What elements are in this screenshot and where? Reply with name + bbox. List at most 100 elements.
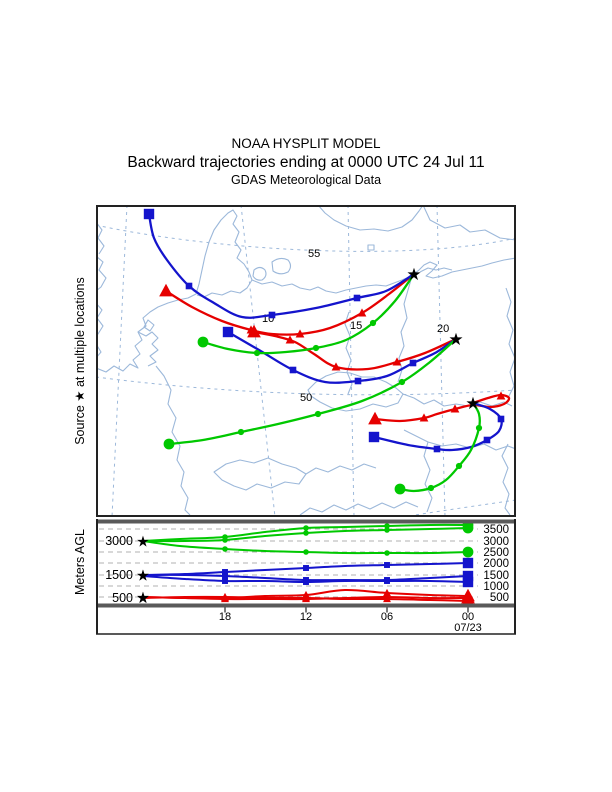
x-axis-label: 06 — [381, 611, 393, 623]
trajectory-marker-square — [303, 579, 309, 585]
height-profile-panel: ★★★★★ 3000150050035003000250020001500100… — [96, 519, 516, 635]
profile-left-label: 500 — [112, 591, 133, 605]
trajectory-marker-square — [384, 562, 390, 568]
trajectory-marker-square — [368, 431, 380, 443]
map-trajectories — [143, 208, 511, 495]
trajectory-marker-circle — [455, 462, 463, 470]
source-star-icon: ★ — [136, 567, 149, 584]
trajectory-marker-circle — [475, 424, 483, 432]
trajectory-marker-triangle — [247, 324, 261, 338]
trajectory-marker-triangle — [302, 593, 310, 602]
trajectory-marker-square — [354, 377, 362, 385]
x-axis-date-label: 07/23 — [454, 622, 482, 634]
map-trajectory-source3-1500m — [372, 401, 503, 452]
trajectory-marker-circle — [163, 438, 175, 450]
trajectory-marker-circle — [314, 410, 322, 418]
profile-right-label: 2500 — [483, 547, 509, 559]
map-source-stars: ★ ★ ★ — [406, 265, 480, 413]
trajectory-marker-circle — [398, 378, 406, 386]
trajectory-marker-square — [303, 565, 309, 571]
trajectory-marker-triangle — [285, 335, 295, 344]
profile-source-stars: ★★★★★ — [136, 533, 149, 607]
profile-right-label: 2000 — [483, 558, 509, 570]
profile-left-label: 3000 — [105, 534, 133, 548]
trajectory-marker-square — [384, 578, 390, 584]
title-line-1: NOAA HYSPLIT MODEL — [231, 136, 381, 151]
trajectory-marker-square — [222, 573, 228, 579]
map-grid-label: 15 — [350, 320, 362, 332]
trajectory-marker-triangle — [383, 594, 391, 603]
profile-right-label: 1000 — [483, 581, 509, 593]
map-trajectory-source2-500m — [252, 330, 458, 371]
trajectory-marker-circle — [303, 525, 309, 531]
trajectory-marker-square — [143, 208, 155, 220]
trajectory-marker-square — [289, 366, 297, 374]
map-trajectory-source2-1500m — [226, 330, 458, 384]
title-line-3: GDAS Meteorological Data — [231, 173, 381, 187]
trajectory-marker-triangle — [357, 308, 367, 317]
trajectory-marker-square — [353, 294, 361, 302]
trajectory-marker-triangle — [383, 588, 391, 597]
trajectory-marker-square — [462, 557, 474, 569]
trajectory-marker-triangle — [496, 391, 506, 400]
trajectory-marker-circle — [253, 349, 261, 357]
trajectory-marker-triangle — [450, 404, 460, 413]
profile-trajectories — [142, 520, 475, 607]
trajectory-marker-triangle — [461, 593, 475, 607]
trajectory-marker-triangle — [295, 329, 305, 338]
trajectory-marker-circle — [462, 522, 474, 534]
source-star-icon: ★ — [136, 589, 149, 606]
x-axis-label: 00 — [462, 611, 474, 623]
trajectory-marker-circle — [369, 319, 377, 327]
map-grid-label: 20 — [437, 323, 449, 335]
trajectory-marker-triangle — [368, 411, 382, 425]
map-graticule — [97, 206, 515, 516]
trajectory-marker-circle — [384, 550, 390, 556]
trajectory-marker-circle — [222, 537, 228, 543]
trajectory-marker-circle — [384, 527, 390, 533]
trajectory-marker-circle — [303, 549, 309, 555]
profile-right-label: 500 — [490, 592, 509, 604]
profile-labels: 3000150050035003000250020001500100050018… — [105, 524, 509, 634]
trajectory-marker-square — [268, 311, 276, 319]
source-star-icon: ★ — [448, 330, 463, 349]
trajectory-marker-triangle — [419, 413, 429, 422]
profile-gridlines — [99, 528, 478, 598]
map-frame — [96, 205, 516, 517]
trajectory-marker-circle — [197, 336, 209, 348]
trajectory-marker-square — [433, 445, 441, 453]
trajectory-marker-triangle — [331, 362, 341, 371]
trajectory-marker-square — [222, 326, 234, 338]
trajectory-marker-circle — [394, 483, 406, 495]
trajectory-marker-square — [222, 569, 228, 575]
trajectory-marker-square — [483, 436, 491, 444]
map-grid-label: 55 — [308, 248, 320, 260]
trajectory-marker-triangle — [392, 357, 402, 366]
trajectory-marker-circle — [237, 428, 245, 436]
profile-left-label: 1500 — [105, 568, 133, 582]
trajectory-marker-circle — [303, 530, 309, 536]
profile-right-label: 1500 — [483, 570, 509, 582]
source-star-icon: ★ — [136, 567, 149, 584]
trajectory-marker-triangle — [221, 592, 229, 601]
map-coastlines — [97, 206, 515, 516]
trajectory-marker-circle — [427, 484, 435, 492]
trajectory-marker-circle — [222, 546, 228, 552]
source-star-icon: ★ — [136, 590, 149, 607]
trajectory-marker-triangle — [159, 283, 173, 297]
profile-right-label: 3500 — [483, 524, 509, 536]
x-axis-label: 18 — [219, 611, 231, 623]
map-source-axis-label: Source ★ at multiple locations — [73, 277, 87, 445]
source-star-icon: ★ — [136, 533, 149, 550]
trajectory-marker-square — [462, 570, 474, 582]
title-line-2: Backward trajectories ending at 0000 UTC… — [127, 154, 484, 171]
x-axis-label: 12 — [300, 611, 312, 623]
trajectory-marker-square — [185, 282, 193, 290]
trajectory-marker-square — [497, 415, 505, 423]
trajectory-marker-circle — [462, 546, 474, 558]
profile-right-label: 3000 — [483, 536, 509, 548]
map-trajectory-source1-500m — [164, 272, 416, 336]
trajectory-marker-circle — [384, 523, 390, 529]
